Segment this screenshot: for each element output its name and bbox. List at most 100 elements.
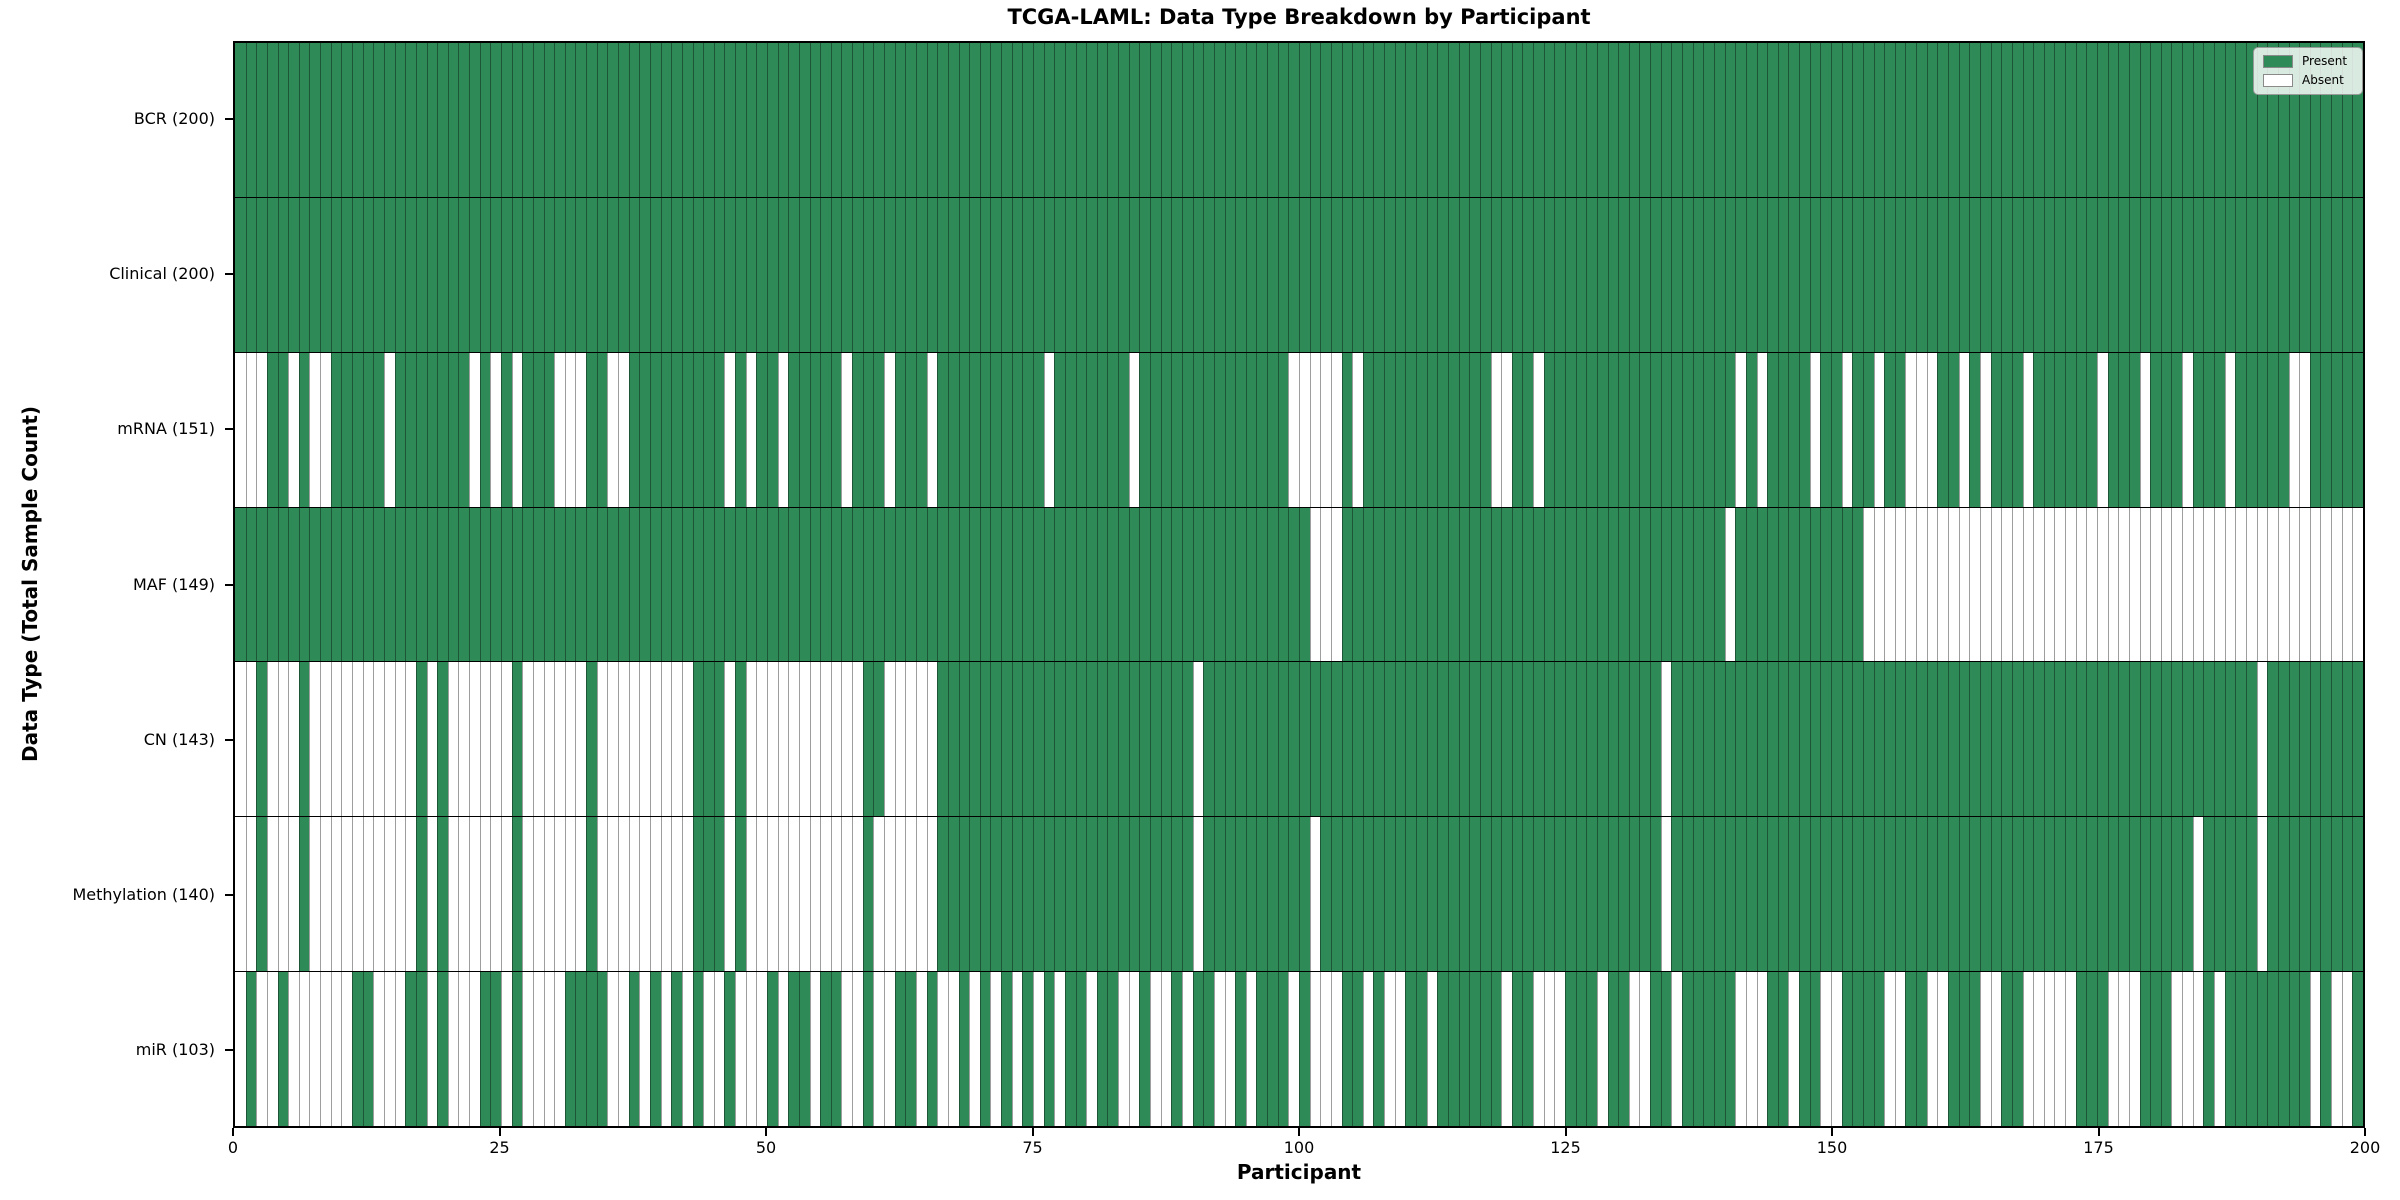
heatmap-cell bbox=[1416, 972, 1427, 1127]
y-tick-mark bbox=[225, 117, 233, 120]
heatmap-cell bbox=[894, 972, 906, 1127]
heatmap-cell bbox=[1128, 507, 1140, 662]
heatmap-cell bbox=[937, 43, 948, 197]
heatmap-cell bbox=[1533, 197, 1544, 352]
heatmap-cell bbox=[2267, 817, 2278, 972]
heatmap-cell bbox=[1160, 507, 1172, 662]
legend-swatch-present bbox=[2263, 55, 2293, 68]
heatmap-cell bbox=[1692, 197, 1704, 352]
heatmap-cell bbox=[1607, 817, 1619, 972]
heatmap-cell bbox=[671, 507, 682, 662]
heatmap-cell bbox=[1447, 662, 1459, 817]
heatmap-cell bbox=[1713, 197, 1725, 352]
heatmap-cell bbox=[777, 507, 789, 662]
heatmap-cell bbox=[426, 507, 438, 662]
heatmap-cell bbox=[405, 662, 416, 817]
heatmap-cell bbox=[1192, 662, 1204, 817]
heatmap-cell bbox=[320, 352, 331, 507]
heatmap-cell bbox=[2043, 507, 2055, 662]
heatmap-cell bbox=[501, 197, 512, 352]
heatmap-cell bbox=[905, 507, 916, 662]
heatmap-cell bbox=[2182, 507, 2193, 662]
heatmap-cell bbox=[2171, 352, 2183, 507]
heatmap-cell bbox=[735, 43, 746, 197]
heatmap-cell bbox=[1277, 352, 1289, 507]
heatmap-cell bbox=[2011, 43, 2023, 197]
heatmap-cell bbox=[2171, 197, 2183, 352]
heatmap-cell bbox=[320, 507, 331, 662]
heatmap-cell bbox=[1607, 507, 1619, 662]
heatmap-cell bbox=[1873, 507, 1885, 662]
heatmap-cell bbox=[373, 972, 384, 1127]
heatmap-cell bbox=[1543, 507, 1555, 662]
heatmap-cell bbox=[2320, 352, 2332, 507]
heatmap-cell bbox=[1118, 43, 1129, 197]
heatmap-cell bbox=[1416, 662, 1427, 817]
heatmap-cell bbox=[2192, 43, 2204, 197]
heatmap-cell bbox=[1511, 817, 1523, 972]
heatmap-cell bbox=[469, 507, 480, 662]
heatmap-cell bbox=[915, 352, 927, 507]
heatmap-cell bbox=[788, 817, 799, 972]
heatmap-cell bbox=[490, 352, 501, 507]
heatmap-cell bbox=[745, 972, 757, 1127]
heatmap-cell bbox=[2256, 507, 2268, 662]
heatmap-cell bbox=[1788, 507, 1800, 662]
heatmap-cell bbox=[1171, 662, 1182, 817]
heatmap-cell bbox=[501, 507, 512, 662]
heatmap-cell bbox=[532, 352, 544, 507]
heatmap-cell bbox=[1426, 662, 1438, 817]
heatmap-cell bbox=[2341, 43, 2353, 197]
heatmap-cell bbox=[852, 662, 863, 817]
heatmap-cell bbox=[2331, 972, 2342, 1127]
heatmap-cell bbox=[1607, 972, 1619, 1127]
heatmap-cell bbox=[575, 352, 587, 507]
heatmap-cell bbox=[1990, 817, 2002, 972]
heatmap-cell bbox=[2022, 972, 2034, 1127]
heatmap-cell bbox=[245, 662, 257, 817]
heatmap-cell bbox=[2192, 972, 2204, 1127]
x-tick-label: 125 bbox=[1550, 1138, 1581, 1157]
y-tick-mark bbox=[225, 272, 233, 275]
x-axis-label: Participant bbox=[1236, 1160, 1362, 1184]
heatmap-cell bbox=[2128, 662, 2140, 817]
heatmap-cell bbox=[1841, 662, 1853, 817]
heatmap-cell bbox=[1905, 352, 1917, 507]
heatmap-cell bbox=[1447, 972, 1459, 1127]
heatmap-cell bbox=[1118, 197, 1129, 352]
heatmap-cell bbox=[607, 43, 619, 197]
heatmap-cell bbox=[1139, 662, 1151, 817]
heatmap-cell bbox=[1405, 817, 1417, 972]
heatmap-cell bbox=[1948, 43, 1959, 197]
heatmap-cell bbox=[256, 662, 267, 817]
heatmap-cell bbox=[469, 352, 480, 507]
heatmap-cell bbox=[1437, 507, 1448, 662]
heatmap-cell bbox=[2352, 507, 2363, 662]
heatmap-cell bbox=[2128, 197, 2140, 352]
heatmap-cell bbox=[1990, 507, 2002, 662]
heatmap-cell bbox=[1320, 817, 1331, 972]
heatmap-cell bbox=[703, 507, 714, 662]
heatmap-cell bbox=[245, 197, 257, 352]
heatmap-cell bbox=[969, 972, 980, 1127]
heatmap-cell bbox=[1990, 197, 2002, 352]
heatmap-cell bbox=[1596, 972, 1608, 1127]
heatmap-cell bbox=[320, 43, 331, 197]
heatmap-cell bbox=[1596, 352, 1608, 507]
heatmap-cell bbox=[1054, 507, 1065, 662]
heatmap-cell bbox=[607, 662, 619, 817]
x-tick-label: 200 bbox=[2349, 1138, 2381, 1157]
heatmap-cell bbox=[288, 352, 299, 507]
heatmap-cell bbox=[1437, 662, 1448, 817]
heatmap-cell bbox=[564, 43, 576, 197]
heatmap-cell bbox=[1831, 352, 1842, 507]
heatmap-cell bbox=[1852, 972, 1863, 1127]
heatmap-cell bbox=[1277, 197, 1289, 352]
heatmap-cell bbox=[277, 352, 289, 507]
heatmap-cell bbox=[1096, 507, 1108, 662]
heatmap-cell bbox=[2022, 352, 2034, 507]
heatmap-cell bbox=[1788, 352, 1800, 507]
heatmap-cell bbox=[660, 352, 672, 507]
heatmap-cell bbox=[1618, 972, 1629, 1127]
heatmap-cell bbox=[1341, 507, 1353, 662]
